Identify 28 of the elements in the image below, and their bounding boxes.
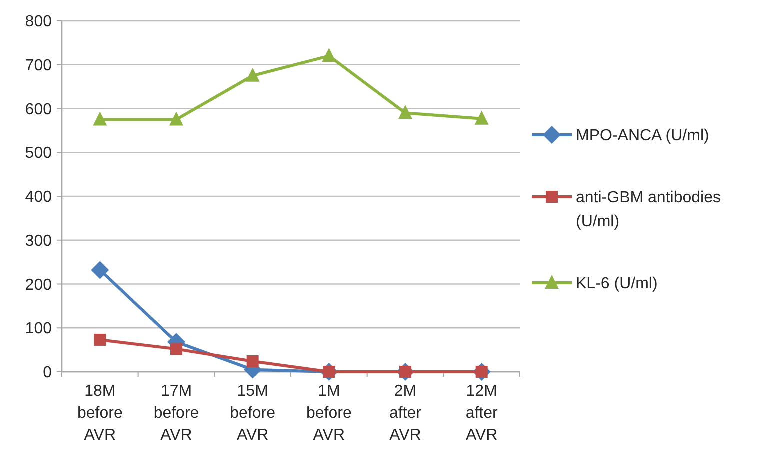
point [170,112,184,126]
x-tick-label: 12M after AVR [466,383,499,444]
y-tick-label: 500 [25,145,52,162]
point [93,112,108,126]
x-tick-label: 1M before AVR [306,383,352,444]
point [398,105,412,120]
x-tick-label: 17M before AVR [154,383,200,444]
y-tick-label: 800 [25,14,52,31]
point [246,68,260,82]
x-tick-label: 15M before AVR [230,383,276,444]
y-tick-label: 100 [25,320,52,338]
point [170,343,182,356]
y-tick-label: 300 [25,232,52,250]
legend-label: MPO-ANCA (U/ml) [576,128,710,145]
legend-label: KL-6 (U/ml) [576,276,658,293]
point [474,110,489,125]
x-tick-label: 18M before AVR [77,383,123,444]
y-tick-label: 600 [25,101,52,118]
x-tick-label: 2M after AVR [389,383,422,444]
point [246,355,259,368]
y-tick-label: 200 [25,276,52,294]
point [94,334,106,346]
y-tick-label: 0 [43,364,52,382]
y-tick-label: 400 [25,189,52,206]
legend-label: anti-GBM antibodies (U/ml) [576,190,721,231]
point [322,48,336,62]
point [91,261,110,280]
y-tick-label: 700 [25,57,52,74]
